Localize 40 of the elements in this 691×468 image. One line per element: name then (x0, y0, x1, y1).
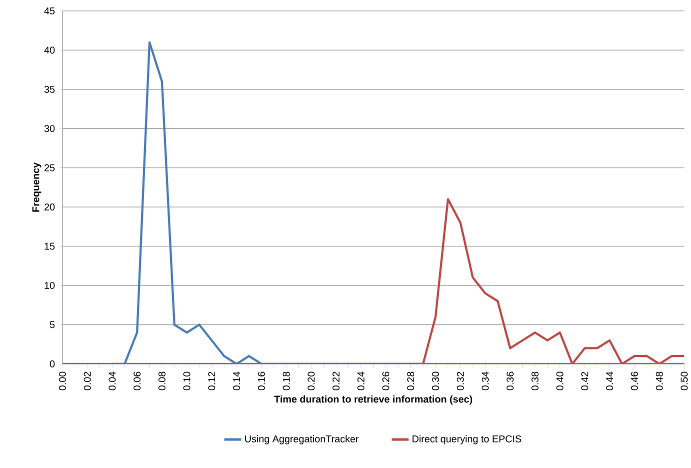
y-tick-label: 15 (44, 242, 55, 250)
y-tick-label: 30 (44, 125, 55, 132)
y-tick-label: 45 (44, 7, 55, 14)
x-tick-label: 0.22 (332, 372, 340, 390)
x-tick-label: 0.08 (158, 372, 166, 390)
x-tick-label: 0.38 (532, 372, 538, 390)
y-axis-title: Frequency (32, 162, 42, 212)
y-tick-label: 0 (50, 360, 55, 368)
x-tick-label: 0.28 (407, 372, 414, 390)
x-tick-label: 0.18 (282, 372, 290, 390)
x-tick-label: 0.04 (108, 372, 116, 390)
x-tick-label: 0.30 (432, 372, 440, 390)
x-tick-label: 0.32 (456, 372, 464, 390)
x-tick-label: 0.34 (482, 372, 489, 390)
x-tick-label: 0.16 (258, 372, 265, 390)
x-tick-label: 0.46 (630, 372, 638, 390)
x-tick-label: 0.44 (606, 372, 614, 390)
x-tick-label: 0.24 (357, 372, 364, 390)
y-tick-label: 10 (44, 282, 55, 289)
x-tick-label: 0.14 (233, 372, 240, 390)
legend-label: Using AggregationTracker (245, 435, 359, 444)
y-tick-label: 40 (44, 46, 55, 54)
x-tick-label: 0.50 (680, 372, 688, 390)
y-tick-label: 20 (44, 204, 55, 210)
x-tick-label: 0.26 (382, 372, 390, 390)
x-tick-label: 0.02 (84, 372, 91, 390)
x-tick-label: 0.42 (581, 372, 588, 390)
x-tick-label: 0.06 (134, 372, 141, 390)
y-tick-label: 5 (50, 321, 55, 328)
x-tick-label: 0.48 (656, 372, 663, 390)
x-tick-label: 0.00 (58, 372, 66, 390)
x-tick-label: 0.20 (308, 372, 315, 390)
x-axis-title: Time duration to retrieve information (sec) (274, 395, 472, 405)
x-tick-label: 0.40 (556, 372, 564, 390)
legend-label: Direct querying to EPCIS (412, 435, 522, 444)
x-tick-label: 0.10 (183, 372, 190, 390)
x-tick-label: 0.36 (506, 372, 514, 390)
x-tick-label: 0.12 (208, 372, 216, 390)
y-tick-label: 25 (44, 164, 55, 172)
y-tick-label: 35 (44, 86, 55, 93)
